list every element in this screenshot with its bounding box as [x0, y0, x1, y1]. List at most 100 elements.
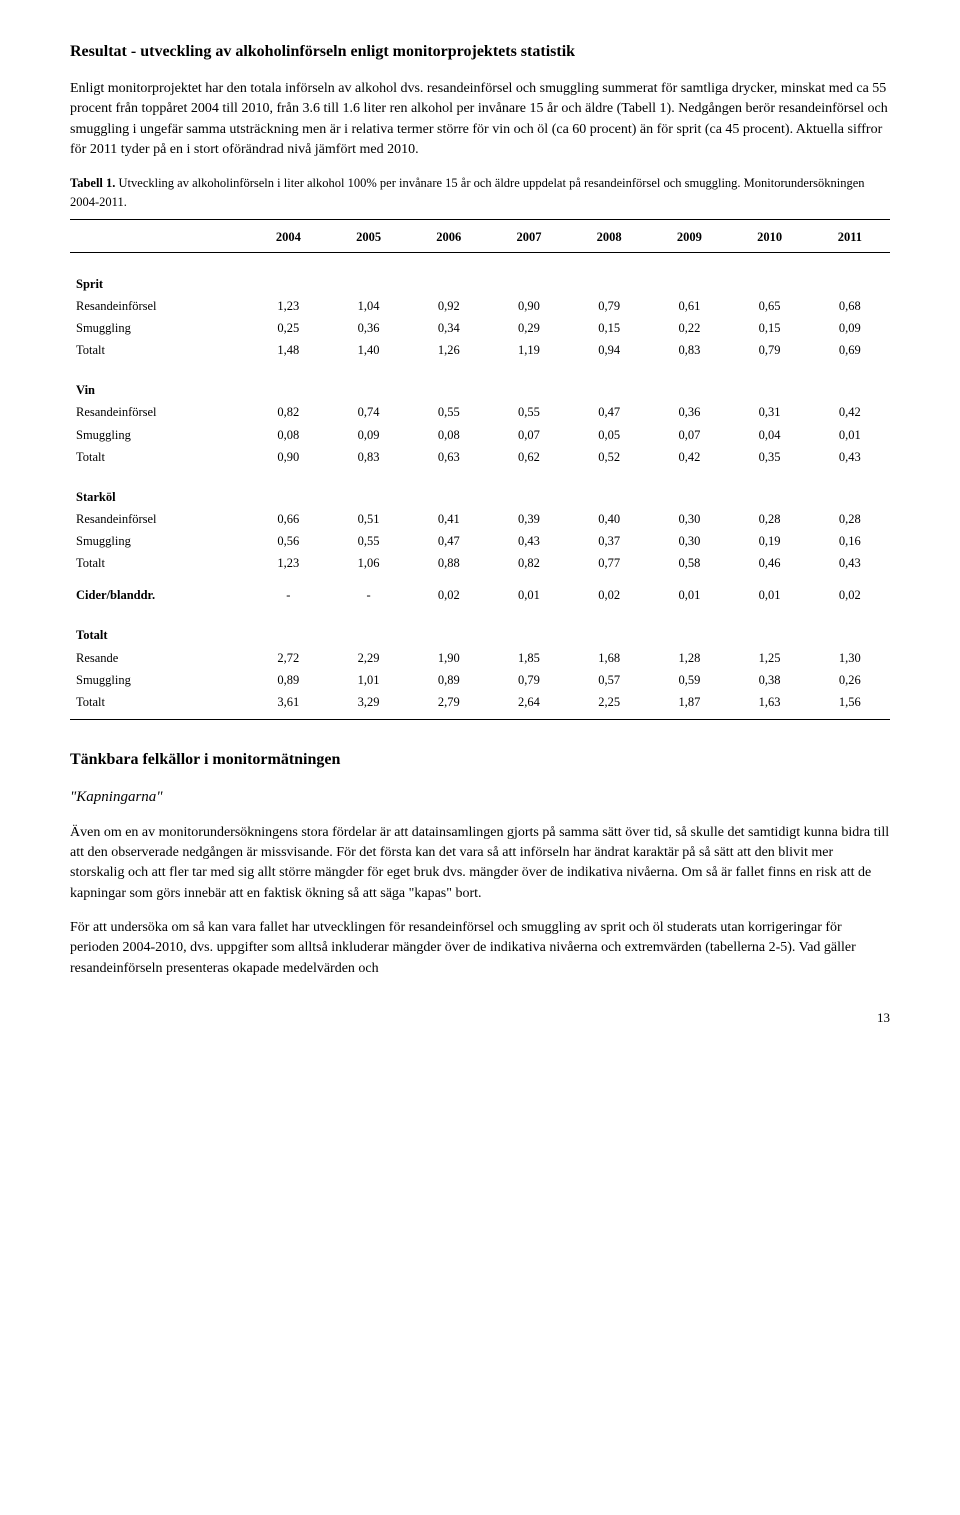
table-cell: 2,29 [328, 647, 408, 669]
table-cell: 2,79 [409, 691, 489, 713]
table-cell: 0,90 [248, 446, 328, 468]
table-row: Totalt0,900,830,630,620,520,420,350,43 [70, 446, 890, 468]
body-paragraph: För att undersöka om så kan vara fallet … [70, 918, 890, 979]
table-cell: 1,23 [248, 295, 328, 317]
table-group-row: Vin [70, 371, 890, 401]
table-cell: 0,57 [569, 669, 649, 691]
table-group-label: Totalt [70, 616, 890, 646]
table-row: Resande2,722,291,901,851,681,281,251,30 [70, 647, 890, 669]
table-header-year: 2009 [649, 224, 729, 250]
table-header-year: 2008 [569, 224, 649, 250]
table-cell: 0,39 [489, 508, 569, 530]
table-row-label: Totalt [70, 691, 248, 713]
table-row: Totalt1,481,401,261,190,940,830,790,69 [70, 339, 890, 361]
table-group-row: Starköl [70, 478, 890, 508]
table-cell: 0,43 [810, 552, 890, 574]
table-cell: 0,55 [489, 401, 569, 423]
table-cell: 0,88 [409, 552, 489, 574]
table-cell: 1,56 [810, 691, 890, 713]
table-caption: Tabell 1. Utveckling av alkoholinförseln… [70, 174, 890, 210]
table-cell: 2,72 [248, 647, 328, 669]
table-cell: 1,04 [328, 295, 408, 317]
table-row: Cider/blanddr.--0,020,010,020,010,010,02 [70, 584, 890, 606]
table-cell: 0,09 [810, 317, 890, 339]
table-cell: 0,61 [649, 295, 729, 317]
intro-paragraph: Enligt monitorprojektet har den totala i… [70, 79, 890, 160]
table-row-label: Resandeinförsel [70, 295, 248, 317]
table-row-label: Resandeinförsel [70, 401, 248, 423]
table-cell: 1,63 [729, 691, 809, 713]
table-row-label: Smuggling [70, 424, 248, 446]
table-row: Resandeinförsel1,231,040,920,900,790,610… [70, 295, 890, 317]
table-header-row: 2004 2005 2006 2007 2008 2009 2010 2011 [70, 224, 890, 250]
table-cell: 1,25 [729, 647, 809, 669]
data-table: 2004 2005 2006 2007 2008 2009 2010 2011 … [70, 224, 890, 713]
table-cell: - [328, 584, 408, 606]
section-heading: Tänkbara felkällor i monitormätningen [70, 748, 890, 771]
table-cell: 0,38 [729, 669, 809, 691]
table-cell: 0,77 [569, 552, 649, 574]
table-row-label: Totalt [70, 446, 248, 468]
table-cell: 0,79 [569, 295, 649, 317]
table-cell: 0,30 [649, 508, 729, 530]
table-top-rule [70, 219, 890, 220]
table-cell: 0,47 [569, 401, 649, 423]
table-cell: 0,41 [409, 508, 489, 530]
table-cell: 0,47 [409, 530, 489, 552]
table-cell: 0,74 [328, 401, 408, 423]
table-cell: 1,28 [649, 647, 729, 669]
table-cell: 1,26 [409, 339, 489, 361]
table-cell: 0,51 [328, 508, 408, 530]
table-header-year: 2005 [328, 224, 408, 250]
table-cell: 0,25 [248, 317, 328, 339]
table-cell: 0,16 [810, 530, 890, 552]
table-cell: 3,61 [248, 691, 328, 713]
table-row: Resandeinförsel0,660,510,410,390,400,300… [70, 508, 890, 530]
table-cell: 0,56 [248, 530, 328, 552]
table-cell: 0,65 [729, 295, 809, 317]
table-caption-text: Utveckling av alkoholinförseln i liter a… [70, 176, 865, 208]
table-cell: 0,19 [729, 530, 809, 552]
table-cell: 0,01 [810, 424, 890, 446]
table-header-year: 2004 [248, 224, 328, 250]
table-cell: 0,02 [409, 584, 489, 606]
page-title: Resultat - utveckling av alkoholinförsel… [70, 40, 890, 63]
table-cell: 0,36 [328, 317, 408, 339]
table-header-year: 2011 [810, 224, 890, 250]
table-cell: 0,79 [729, 339, 809, 361]
table-cell: 0,34 [409, 317, 489, 339]
table-cell: 0,29 [489, 317, 569, 339]
table-cell: 0,37 [569, 530, 649, 552]
table-cell: 0,55 [409, 401, 489, 423]
table-cell: 0,01 [649, 584, 729, 606]
table-cell: 0,62 [489, 446, 569, 468]
table-cell: 1,01 [328, 669, 408, 691]
table-row-label: Smuggling [70, 530, 248, 552]
table-cell: 0,04 [729, 424, 809, 446]
table-row-label: Resandeinförsel [70, 508, 248, 530]
table-cell: 1,68 [569, 647, 649, 669]
table-cell: 0,83 [649, 339, 729, 361]
table-group-label: Vin [70, 371, 890, 401]
table-row-label: Resande [70, 647, 248, 669]
table-cell: 0,22 [649, 317, 729, 339]
table-cell: 0,01 [729, 584, 809, 606]
table-cell: 0,40 [569, 508, 649, 530]
section-subheading: "Kapningarna" [70, 787, 890, 809]
table-cell: 0,46 [729, 552, 809, 574]
table-row-label: Totalt [70, 339, 248, 361]
table-cell: 0,55 [328, 530, 408, 552]
table-row: Smuggling0,080,090,080,070,050,070,040,0… [70, 424, 890, 446]
table-cell: 1,90 [409, 647, 489, 669]
table-cell: 0,83 [328, 446, 408, 468]
table-cell: 0,90 [489, 295, 569, 317]
table-row-label: Smuggling [70, 669, 248, 691]
table-cell: 0,79 [489, 669, 569, 691]
table-cell: 0,15 [569, 317, 649, 339]
table-cell: 0,28 [729, 508, 809, 530]
table-row: Smuggling0,891,010,890,790,570,590,380,2… [70, 669, 890, 691]
table-cell: 3,29 [328, 691, 408, 713]
table-cell: 0,82 [489, 552, 569, 574]
table-row: Smuggling0,250,360,340,290,150,220,150,0… [70, 317, 890, 339]
table-cell: 0,63 [409, 446, 489, 468]
